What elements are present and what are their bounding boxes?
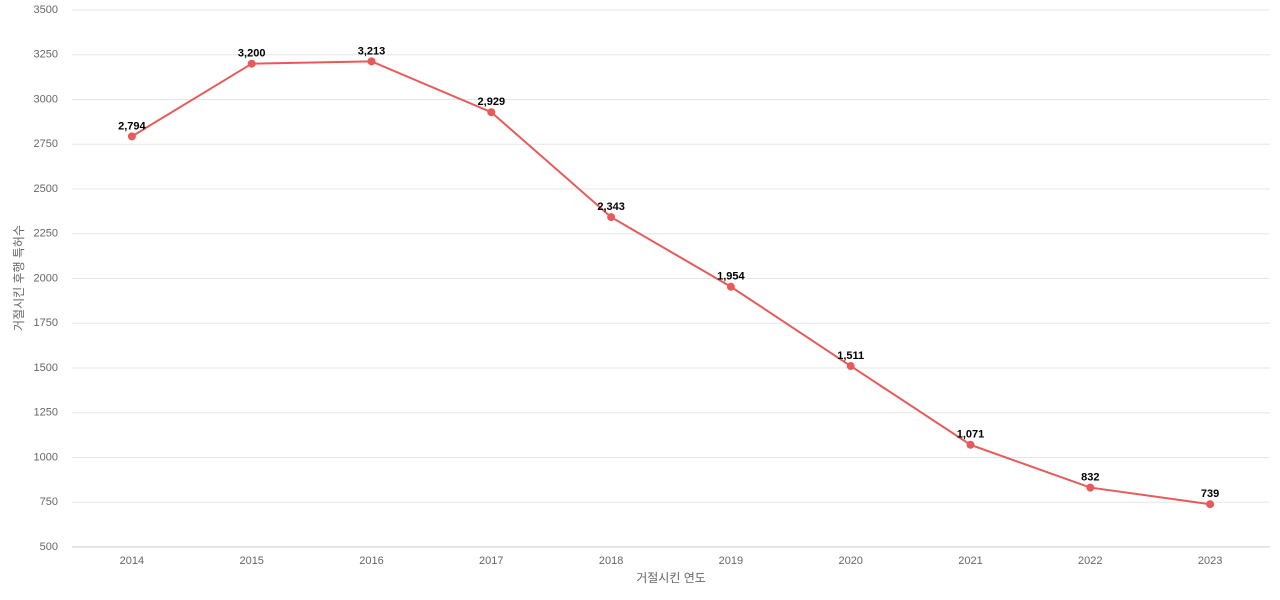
value-label: 1,071 [957,429,985,441]
x-tick-label: 2014 [120,555,144,567]
x-tick-label: 2021 [958,555,982,567]
point [1206,500,1215,509]
point [1086,483,1095,492]
y-tick-label: 2250 [34,228,58,240]
y-tick-label: 1750 [34,317,58,329]
point [247,59,256,68]
point [607,213,616,222]
line [131,60,1211,506]
y-tick-label: 1250 [34,407,58,419]
point [487,108,496,117]
y-tick-label: 500 [40,541,58,553]
y-tick-label: 2000 [34,272,58,284]
value-label: 1,511 [837,350,864,362]
x-tick-label: 2018 [599,555,623,567]
value-label: 832 [1081,471,1099,483]
value-label: 739 [1201,488,1219,500]
point [846,362,855,371]
x-tick-label: 2016 [359,555,383,567]
y-tick-label: 1500 [34,362,58,374]
y-tick-label: 750 [40,496,58,508]
y-tick-label: 1000 [34,451,58,463]
y-axis-label: 거절시킨 후행 특허수 [11,225,26,331]
x-tick-label: 2015 [239,555,263,567]
y-tick-label: 2750 [34,138,58,150]
x-tick-label: 2020 [838,555,862,567]
y-tick-label: 3250 [34,49,58,61]
point [367,57,376,66]
x-axis-label: 거절시킨 연도 [636,571,706,585]
x-tick-label: 2019 [719,555,743,567]
value-label: 2,343 [597,201,625,213]
y-tick-label: 3000 [34,93,58,105]
y-tick-label: 3500 [34,4,58,16]
point [966,440,975,449]
value-label: 3,200 [238,48,266,60]
point [726,282,735,291]
point [127,132,136,141]
y-tick-label: 2500 [34,183,58,195]
value-label: 2,929 [478,96,506,108]
x-tick-label: 2022 [1078,555,1102,567]
x-tick-label: 2017 [479,555,503,567]
value-label: 2,794 [118,120,146,132]
value-label: 1,954 [717,271,745,283]
value-label: 3,213 [358,45,386,57]
x-tick-label: 2023 [1198,555,1222,567]
